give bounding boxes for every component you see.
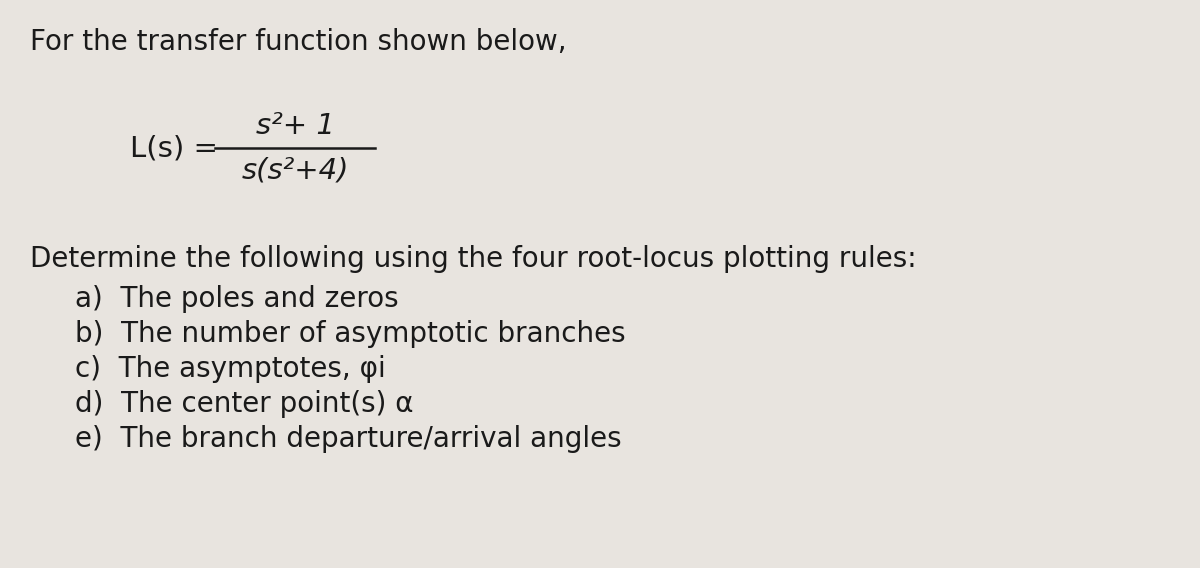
Text: s(s²+4): s(s²+4) <box>241 156 349 184</box>
Text: a)  The poles and zeros: a) The poles and zeros <box>74 285 398 313</box>
Text: b)  The number of asymptotic branches: b) The number of asymptotic branches <box>74 320 625 348</box>
Text: For the transfer function shown below,: For the transfer function shown below, <box>30 28 566 56</box>
Text: s²+ 1: s²+ 1 <box>256 112 335 140</box>
Text: e)  The branch departure/arrival angles: e) The branch departure/arrival angles <box>74 425 622 453</box>
Text: L(s) =: L(s) = <box>130 134 218 162</box>
Text: Determine the following using the four root-locus plotting rules:: Determine the following using the four r… <box>30 245 917 273</box>
Text: c)  The asymptotes, φi: c) The asymptotes, φi <box>74 355 385 383</box>
Text: d)  The center point(s) α: d) The center point(s) α <box>74 390 414 418</box>
